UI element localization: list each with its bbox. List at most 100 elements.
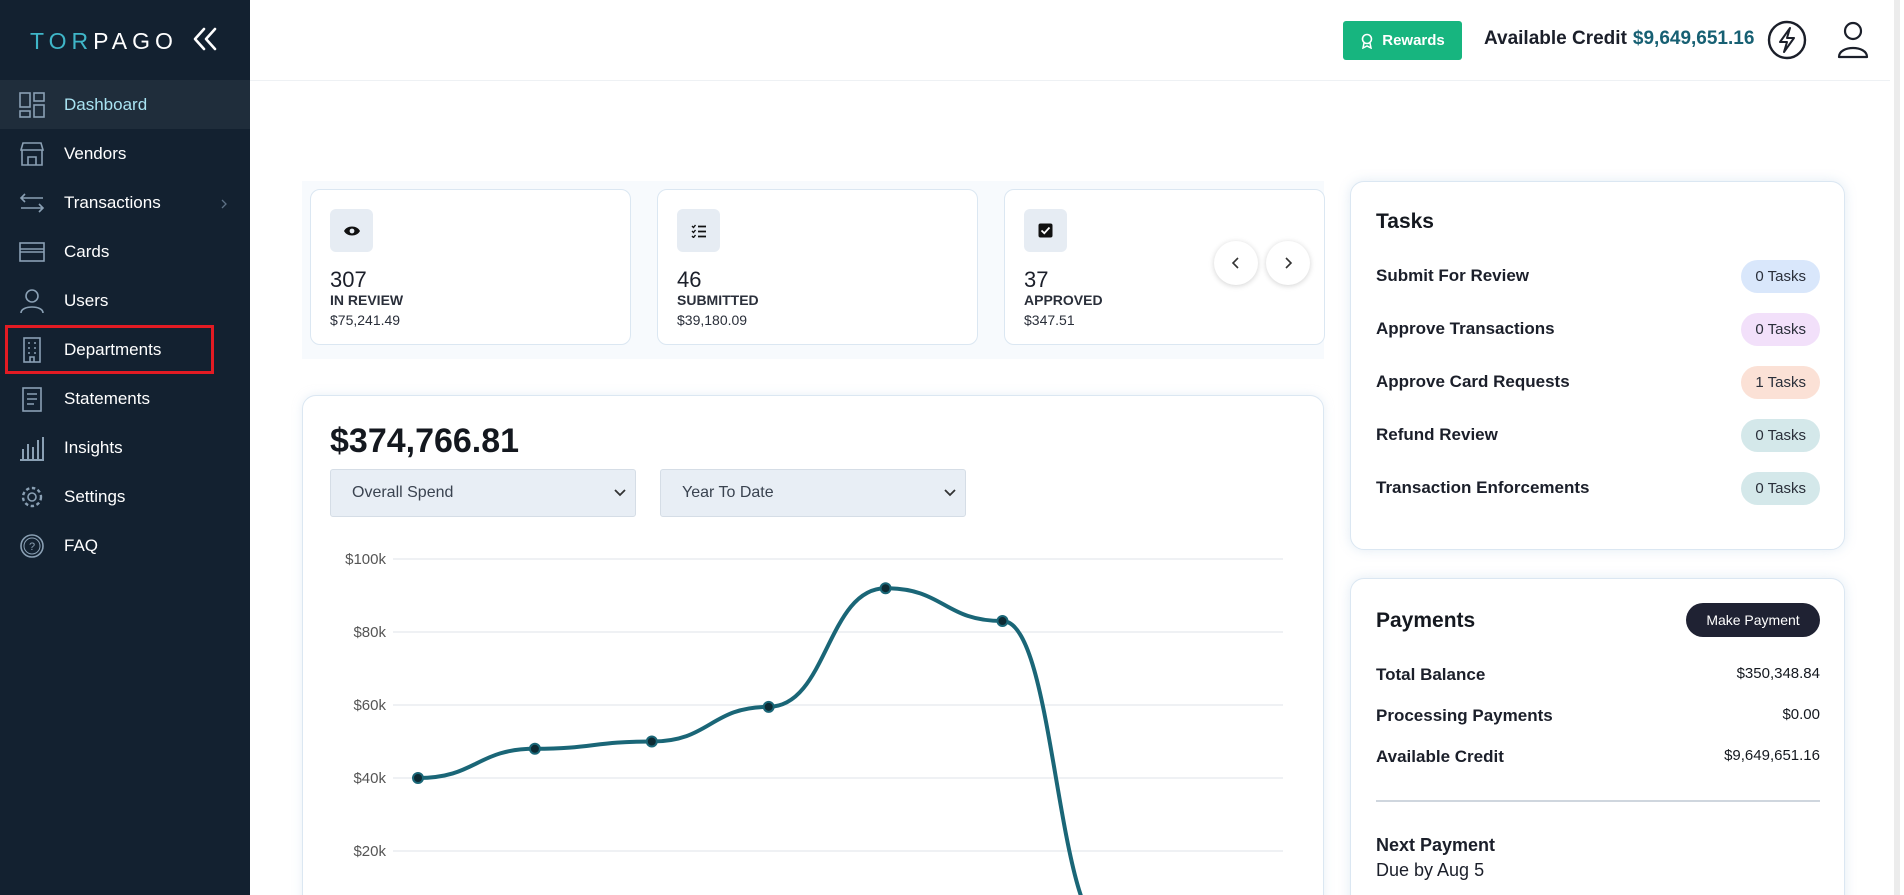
building-icon <box>18 336 46 364</box>
tasks-panel: Tasks Submit For Review 0 Tasks Approve … <box>1350 181 1845 550</box>
metric-select[interactable]: Overall Spend <box>330 469 636 517</box>
sidebar-item-settings[interactable]: Settings <box>0 472 250 521</box>
stat-card-approved[interactable]: 37 APPROVED $347.51 <box>1004 189 1325 345</box>
sidebar-item-vendors[interactable]: Vendors <box>0 129 250 178</box>
card-icon <box>18 238 46 266</box>
task-label: Refund Review <box>1376 425 1498 444</box>
chevron-down-icon <box>944 489 956 497</box>
y-tick-label: $100k <box>345 551 386 568</box>
task-label: Approve Card Requests <box>1376 372 1570 391</box>
help-icon: ? <box>18 532 46 560</box>
sidebar-item-label: Statements <box>64 388 150 408</box>
task-count-badge: 0 Tasks <box>1741 471 1820 505</box>
lightning-icon[interactable] <box>1767 20 1807 60</box>
task-row[interactable]: Submit For Review 0 Tasks <box>1376 258 1820 294</box>
sidebar-nav: Dashboard Vendors Transactions Cards Use… <box>0 80 250 570</box>
y-tick-label: $60k <box>353 697 386 714</box>
spend-series-line <box>417 586 1083 895</box>
stat-count: 307 <box>330 267 367 292</box>
y-tick-label: $40k <box>353 770 386 787</box>
payments-panel: Payments Make Payment Total Balance $350… <box>1350 578 1845 895</box>
sidebar-item-label: Dashboard <box>64 94 148 114</box>
period-select[interactable]: Year To Date <box>660 469 966 517</box>
sidebar-item-label: Cards <box>64 241 110 261</box>
stat-card-in-review[interactable]: 307 IN REVIEW $75,241.49 <box>310 189 631 345</box>
task-label: Submit For Review <box>1376 266 1530 285</box>
carousel-next-button[interactable] <box>1266 241 1310 285</box>
data-point[interactable] <box>879 582 892 595</box>
sidebar-item-insights[interactable]: Insights <box>0 423 250 472</box>
brand-logo-part2: PAGO <box>93 28 178 54</box>
payment-value: $0.00 <box>1782 706 1820 723</box>
store-icon <box>18 140 46 168</box>
data-point[interactable] <box>412 772 424 784</box>
stat-amount: $347.51 <box>1024 312 1075 328</box>
y-tick-label: $80k <box>353 624 386 641</box>
carousel-prev-button[interactable] <box>1214 241 1258 285</box>
payment-row-processing: Processing Payments $0.00 <box>1376 706 1820 726</box>
available-credit: Available Credit $9,649,651.16 <box>1484 28 1754 50</box>
rewards-label: Rewards <box>1382 32 1445 49</box>
payment-label: Processing Payments <box>1376 706 1553 725</box>
sidebar-item-dashboard[interactable]: Dashboard <box>0 80 250 129</box>
brand-logo-part1: TOR <box>30 28 94 54</box>
stat-count: 46 <box>677 267 702 292</box>
sidebar-item-label: Insights <box>64 437 123 457</box>
data-point[interactable] <box>762 700 775 713</box>
sidebar-item-label: Transactions <box>64 192 161 212</box>
stat-card-submitted[interactable]: 46 SUBMITTED $39,180.09 <box>657 189 978 345</box>
page-scrollbar[interactable] <box>1890 0 1904 895</box>
svg-text:?: ? <box>29 541 35 553</box>
user-icon <box>18 287 46 315</box>
available-credit-label: Available Credit <box>1484 28 1627 49</box>
eye-icon <box>330 209 373 252</box>
payment-label: Available Credit <box>1376 747 1504 766</box>
data-point[interactable] <box>645 735 658 748</box>
task-row[interactable]: Refund Review 0 Tasks <box>1376 417 1820 453</box>
dashboard-icon <box>18 91 46 119</box>
task-row[interactable]: Transaction Enforcements 0 Tasks <box>1376 470 1820 506</box>
task-label: Transaction Enforcements <box>1376 478 1590 497</box>
statement-icon <box>18 385 46 413</box>
sidebar-item-label: Departments <box>64 339 162 359</box>
bar-chart-icon <box>18 434 46 462</box>
sidebar-item-statements[interactable]: Statements <box>0 374 250 423</box>
checkbox-icon <box>1024 209 1067 252</box>
y-tick-label: $20k <box>353 843 386 860</box>
tasks-title: Tasks <box>1376 210 1434 233</box>
task-count-badge: 0 Tasks <box>1741 259 1820 293</box>
task-count-badge: 1 Tasks <box>1741 365 1820 399</box>
make-payment-button[interactable]: Make Payment <box>1686 603 1820 637</box>
swap-icon <box>18 189 46 217</box>
data-point[interactable] <box>996 615 1009 628</box>
task-count-badge: 0 Tasks <box>1741 418 1820 452</box>
payment-value: $9,649,651.16 <box>1724 747 1820 764</box>
brand-logo[interactable]: TORPAGO <box>30 28 178 55</box>
task-row[interactable]: Approve Card Requests 1 Tasks <box>1376 364 1820 400</box>
sidebar-item-cards[interactable]: Cards <box>0 227 250 276</box>
spend-chart-card: $374,766.81 Overall Spend Year To Date $… <box>302 395 1324 895</box>
rewards-button[interactable]: Rewards <box>1343 21 1462 60</box>
checklist-icon <box>677 209 720 252</box>
payment-row-available-credit: Available Credit $9,649,651.16 <box>1376 747 1820 767</box>
collapse-sidebar-icon[interactable] <box>192 24 218 54</box>
spend-total: $374,766.81 <box>330 422 520 460</box>
metric-select-value: Overall Spend <box>352 484 454 501</box>
chevron-down-icon <box>614 489 626 497</box>
data-point[interactable] <box>528 742 541 755</box>
scrollbar-thumb[interactable] <box>1894 0 1900 895</box>
task-label: Approve Transactions <box>1376 319 1555 338</box>
sidebar-item-transactions[interactable]: Transactions <box>0 178 250 227</box>
sidebar-item-users[interactable]: Users <box>0 276 250 325</box>
payment-label: Total Balance <box>1376 665 1486 684</box>
sidebar-item-departments[interactable]: Departments <box>5 325 214 374</box>
stat-label: APPROVED <box>1024 292 1103 308</box>
sidebar-item-faq[interactable]: ? FAQ <box>0 521 250 570</box>
sidebar-item-label: Users <box>64 290 109 310</box>
chevron-left-icon <box>1231 257 1239 269</box>
gear-icon <box>18 483 46 511</box>
spend-line-chart: $100k $80k $60k $40k $20k <box>345 551 1283 895</box>
task-row[interactable]: Approve Transactions 0 Tasks <box>1376 311 1820 347</box>
user-profile-icon[interactable] <box>1836 20 1870 60</box>
next-payment-title: Next Payment <box>1376 835 1496 855</box>
